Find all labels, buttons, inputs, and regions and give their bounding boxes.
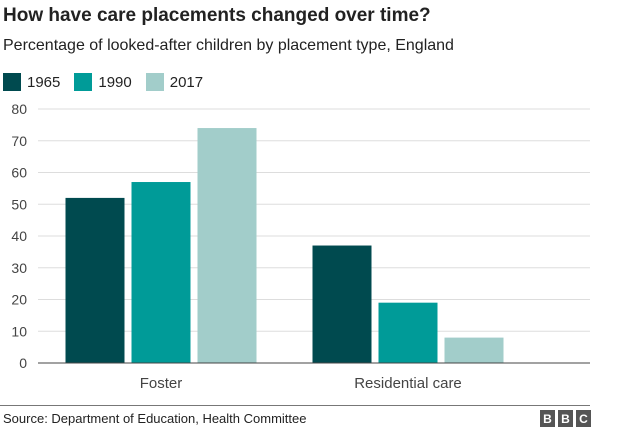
y-tick-label: 20	[11, 292, 27, 308]
bbc-logo-letter: B	[558, 410, 573, 427]
legend-swatch-1965	[3, 73, 21, 91]
y-tick-label: 30	[11, 260, 27, 276]
footer-divider	[0, 405, 590, 406]
y-tick-label: 50	[11, 196, 27, 212]
bar-2017	[444, 337, 504, 363]
x-tick-label: Residential care	[354, 375, 462, 392]
legend-swatch-1990	[74, 73, 93, 91]
bar-2017	[197, 128, 257, 363]
bar-1965	[312, 245, 372, 363]
y-tick-label: 10	[11, 323, 27, 339]
legend-swatch-2017	[145, 73, 164, 91]
bar-1990	[378, 302, 438, 363]
bar-1965	[65, 197, 125, 363]
source-note: Source: Department of Education, Health …	[3, 411, 307, 426]
legend-item-2017: 2017	[145, 73, 204, 91]
legend: 1965 1990 2017	[3, 73, 217, 91]
y-tick-label: 0	[19, 355, 27, 371]
y-tick-label: 60	[11, 165, 27, 181]
bbc-logo-letter: B	[540, 410, 555, 427]
y-tick-label: 40	[11, 228, 27, 244]
bbc-logo: B B C	[540, 410, 591, 427]
chart-title: How have care placements changed over ti…	[3, 5, 431, 26]
legend-label-1965: 1965	[27, 73, 61, 91]
legend-item-1965: 1965	[3, 73, 60, 91]
bbc-logo-letter: C	[576, 410, 591, 427]
y-tick-label: 70	[11, 133, 27, 149]
chart-subtitle: Percentage of looked-after children by p…	[3, 37, 454, 54]
legend-item-1990: 1990	[74, 73, 132, 91]
bar-1990	[131, 182, 191, 363]
legend-label-2017: 2017	[169, 73, 204, 91]
x-tick-label: Foster	[140, 375, 183, 392]
legend-label-1990: 1990	[98, 73, 132, 91]
y-tick-label: 80	[11, 101, 27, 117]
